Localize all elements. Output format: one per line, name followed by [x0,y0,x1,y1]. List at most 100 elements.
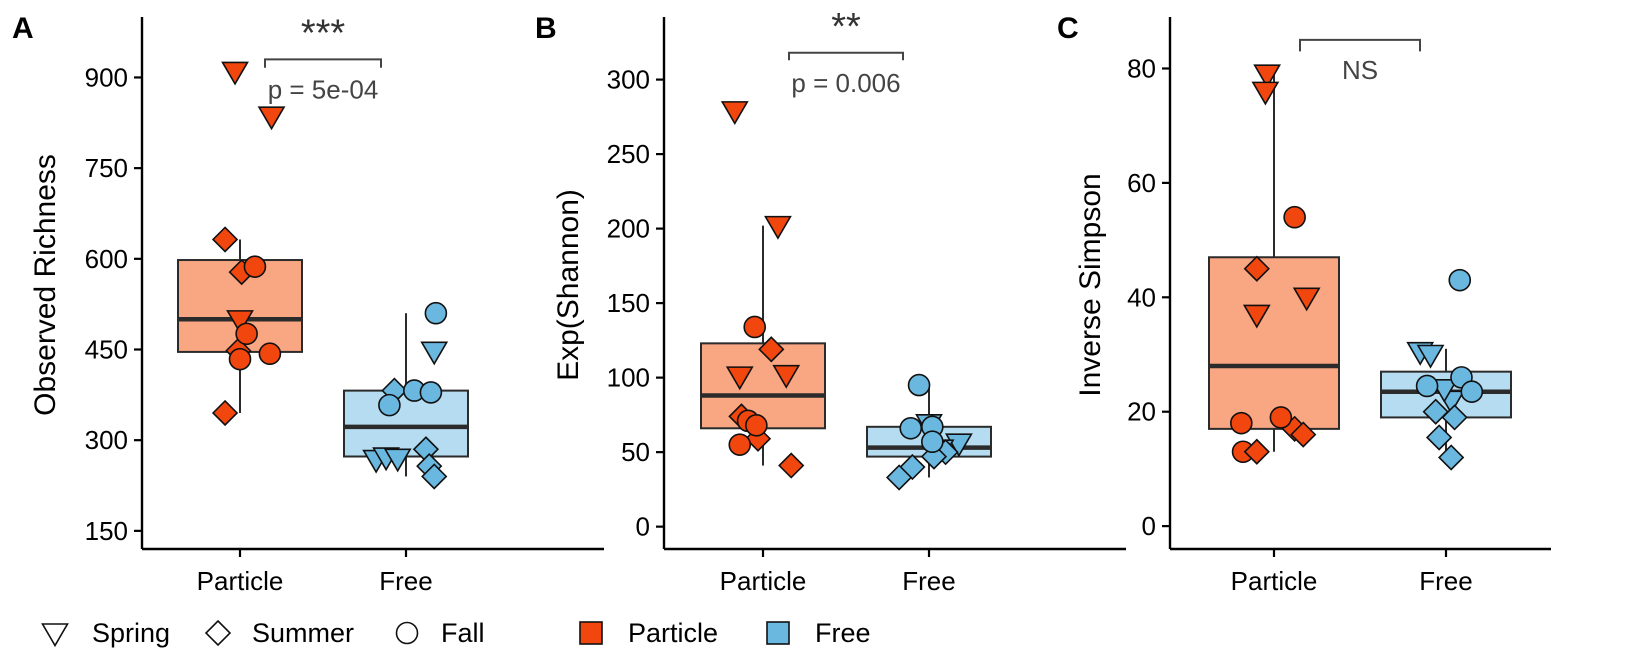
y-tick-label: 250 [607,139,650,169]
y-axis-title: Inverse Simpson [1074,173,1107,396]
y-tick-label: 150 [85,516,128,546]
y-tick-label: 600 [85,244,128,274]
data-point-particle-spring [772,364,801,389]
box-iqr [1208,256,1340,430]
y-axis-title: Exp(Shannon) [552,189,585,381]
box-particle [700,225,826,466]
data-point-free-fall [1415,374,1439,398]
data-point-free-summer [1425,424,1453,451]
significance-p-value: NS [1342,55,1378,85]
legend-label-summer: Summer [252,618,354,648]
data-point-particle-fall [258,342,282,366]
legend-fall-marker [395,621,419,645]
legend-spring-marker [41,623,69,648]
y-tick-label: 450 [85,335,128,365]
data-point-particle-spring [257,106,286,131]
y-tick-label: 150 [607,288,650,318]
panel-b: B 0 50 100 150 200 250 300 Exp(Shannon) Particle F… [535,6,1126,596]
legend: Spring Summer Fall Particle Free [41,618,871,648]
y-tick-label: 100 [607,363,650,393]
legend-label-fall: Fall [441,618,485,648]
data-point-particle-fall [743,315,767,339]
significance-bracket [788,51,904,61]
x-tick-label: Particle [197,566,284,596]
y-tick-label: 750 [85,153,128,183]
data-points [720,101,973,491]
box-iqr [700,342,826,430]
panel-a: A 150 300 450 600 750 900 Observed Richness Part… [12,12,604,596]
data-point-particle-fall [745,414,768,437]
y-tick-label: 0 [636,512,650,542]
data-points [1230,64,1484,471]
data-point-particle-spring [1253,64,1282,89]
y-tick-label: 200 [607,214,650,244]
data-point-free-fall [1448,268,1472,292]
data-point-free-summer [885,464,913,491]
y-tick-label: 60 [1127,168,1156,198]
data-point-particle-spring [1251,81,1280,106]
data-point-particle-summer [1243,255,1270,282]
data-point-particle-summer [211,399,239,427]
y-axis-title: Observed Richness [29,154,62,416]
legend-free-swatch [766,621,790,645]
panel-letter: B [535,12,557,45]
y-tick-label: 0 [1142,511,1156,541]
significance-bracket [1299,38,1421,52]
x-tick-label: Free [902,566,955,596]
data-point-free-fall [424,301,448,325]
data-point-free-spring [1416,344,1445,369]
significance-stars: ** [831,6,861,48]
data-point-free-fall [419,381,443,404]
data-point-particle-spring [1242,304,1271,329]
legend-label-particle: Particle [628,618,718,648]
y-tick-label: 50 [621,437,650,467]
data-points [211,61,449,490]
data-point-particle-spring [1292,287,1321,312]
legend-summer-marker [204,619,232,647]
data-point-particle-summer [778,452,805,479]
data-point-particle-summer [1243,438,1270,465]
significance-bracket [264,58,382,68]
data-point-particle-fall [1230,411,1253,435]
data-point-free-fall [899,416,923,440]
data-point-particle-spring [720,101,749,125]
x-tick-label: Particle [1231,566,1318,596]
data-point-particle-summer [211,226,239,253]
data-point-particle-summer [1290,421,1317,448]
data-point-particle-fall [728,433,752,456]
data-point-particle-fall [228,347,252,371]
data-point-free-summer [421,463,448,490]
legend-label-spring: Spring [92,618,170,648]
y-tick-label: 300 [607,65,650,95]
box-iqr [343,389,469,458]
data-point-particle-fall [243,255,267,278]
data-point-free-spring [383,448,412,473]
significance-p-value: p = 5e-04 [268,74,379,104]
box-particle [1208,74,1340,452]
data-point-free-spring [420,341,449,366]
x-tick-label: Free [379,566,432,596]
significance-stars: *** [301,12,346,54]
y-tick-label: 300 [85,425,128,455]
data-point-particle-fall [1283,205,1306,229]
data-point-free-fall [378,393,401,417]
data-point-free-summer [1438,444,1465,471]
data-point-particle-spring [221,61,249,86]
data-point-particle-fall [1269,406,1293,429]
y-tick-label: 20 [1127,397,1156,427]
data-point-free-fall [907,373,931,397]
panel-letter: C [1057,12,1079,45]
significance-p-value: p = 0.006 [791,68,900,98]
panel-c: C 0 20 40 60 80 Inverse Simpson Particle Free NS [1057,12,1551,596]
panel-letter: A [12,12,34,45]
data-point-free-summer [1422,398,1449,425]
x-tick-label: Free [1419,566,1472,596]
data-point-particle-spring [764,215,792,240]
data-point-particle-spring [725,366,754,391]
data-point-particle-spring [226,310,254,334]
data-point-particle-summer [758,336,785,363]
legend-particle-swatch [579,621,603,645]
y-tick-label: 80 [1127,53,1156,83]
y-tick-label: 40 [1127,282,1156,312]
